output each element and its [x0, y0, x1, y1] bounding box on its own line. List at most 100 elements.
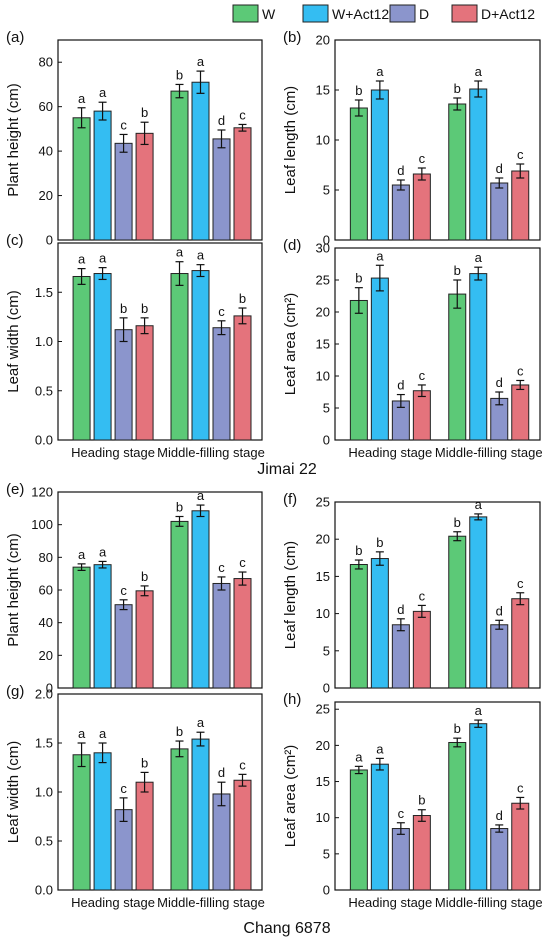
y-tick-label: 80 — [39, 550, 53, 565]
significance-letter: d — [496, 161, 503, 176]
y-tick-label: 20 — [316, 33, 330, 48]
significance-letter: a — [78, 547, 86, 562]
significance-letter: c — [239, 757, 246, 772]
y-tick-label: 0.0 — [35, 433, 53, 448]
legend-label-d-act12: D+Act12 — [481, 6, 535, 22]
bar-d-act12 — [511, 170, 530, 241]
bar-w-act12 — [191, 81, 210, 241]
bar-d — [212, 327, 231, 441]
bar-w — [72, 117, 91, 241]
panel-label: (d) — [283, 237, 301, 254]
significance-letter: b — [176, 500, 183, 515]
significance-letter: c — [419, 588, 426, 603]
bar-d — [490, 182, 509, 241]
y-tick-label: 40 — [39, 144, 53, 159]
group-label-top: Jimai 22 — [257, 461, 317, 478]
bar-w — [170, 90, 189, 241]
bar-w — [72, 566, 91, 689]
y-tick-label: 60 — [39, 583, 53, 598]
x-category-label: Middle-filling stage — [157, 895, 265, 910]
significance-letter: c — [419, 151, 426, 166]
significance-letter: d — [218, 765, 225, 780]
y-tick-label: 1.0 — [35, 334, 53, 349]
bar-d — [391, 184, 410, 241]
significance-letter: d — [397, 378, 404, 393]
panel-label: (g) — [6, 683, 24, 700]
y-tick-label: 0 — [323, 681, 330, 696]
bar-w — [448, 741, 467, 891]
bar-d-act12 — [412, 610, 431, 689]
y-tick-label: 20 — [316, 532, 330, 547]
significance-letter: c — [239, 555, 246, 570]
bar-w-act12 — [370, 89, 389, 241]
significance-letter: b — [454, 263, 461, 278]
legend-swatch-w-act12 — [302, 4, 329, 23]
bar-w-act12 — [191, 510, 210, 689]
significance-letter: d — [496, 603, 503, 618]
bar-d — [114, 142, 133, 241]
y-tick-label: 0.5 — [35, 383, 53, 398]
group-label-bottom: Chang 6878 — [243, 920, 330, 937]
significance-letter: b — [239, 291, 246, 306]
bar-w — [72, 754, 91, 891]
bar-d — [114, 329, 133, 441]
significance-letter: a — [475, 703, 483, 718]
bar-d-act12 — [412, 173, 431, 241]
panel-label: (h) — [283, 691, 301, 708]
bar-w — [349, 299, 368, 441]
significance-letter: b — [141, 301, 148, 316]
bar-w-act12 — [469, 273, 488, 441]
significance-letter: b — [355, 271, 362, 286]
legend-label-w-act12: W+Act12 — [332, 6, 389, 22]
bar-d-act12 — [511, 802, 530, 891]
y-tick-label: 0.5 — [35, 834, 53, 849]
y-tick-label: 25 — [316, 702, 330, 717]
significance-letter: b — [418, 793, 425, 808]
significance-letter: a — [376, 741, 384, 756]
y-tick-label: 10 — [316, 369, 330, 384]
bar-w-act12 — [370, 763, 389, 891]
significance-letter: a — [78, 91, 86, 106]
y-tick-label: 1.5 — [35, 736, 53, 751]
y-tick-label: 30 — [316, 241, 330, 256]
y-tick-label: 0 — [323, 433, 330, 448]
legend-label-d: D — [419, 6, 429, 22]
significance-letter: c — [419, 368, 426, 383]
y-tick-label: 15 — [316, 569, 330, 584]
y-axis-label: Leaf area (cm²) — [282, 745, 299, 848]
bar-d-act12 — [233, 578, 252, 689]
significance-letter: b — [355, 543, 362, 558]
bar-w-act12 — [93, 564, 112, 689]
significance-letter: a — [99, 85, 107, 100]
x-category-label: Heading stage — [71, 445, 155, 460]
plot-frame — [334, 501, 541, 689]
significance-letter: a — [475, 64, 483, 79]
bar-d — [391, 828, 410, 891]
y-axis-label: Leaf length (cm) — [282, 541, 299, 649]
y-tick-label: 60 — [39, 99, 53, 114]
significance-letter: a — [197, 54, 205, 69]
significance-letter: c — [517, 780, 524, 795]
significance-letter: d — [496, 375, 503, 390]
y-axis-label: Leaf width (cm) — [5, 290, 22, 393]
plot-frame — [334, 701, 541, 891]
bar-w — [170, 273, 189, 441]
panel-label: (a) — [6, 29, 24, 46]
x-category-label: Heading stage — [71, 895, 155, 910]
panel-label: (c) — [6, 232, 24, 249]
y-tick-label: 5 — [323, 401, 330, 416]
bar-w — [448, 293, 467, 441]
significance-letter: a — [376, 248, 384, 263]
bar-d-act12 — [135, 325, 154, 441]
y-tick-label: 10 — [316, 133, 330, 148]
legend-label-w: W — [262, 6, 276, 22]
y-tick-label: 20 — [316, 738, 330, 753]
significance-letter: b — [376, 535, 383, 550]
bar-w — [448, 103, 467, 241]
